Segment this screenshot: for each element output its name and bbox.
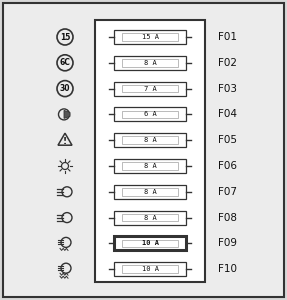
Text: 8 A: 8 A xyxy=(144,189,156,195)
Text: 6C: 6C xyxy=(60,58,70,67)
Bar xyxy=(122,162,178,170)
Text: 10 A: 10 A xyxy=(141,240,158,246)
Bar xyxy=(114,107,186,122)
Text: 8 A: 8 A xyxy=(144,60,156,66)
Text: 8 A: 8 A xyxy=(144,163,156,169)
Bar xyxy=(114,236,186,250)
Bar xyxy=(122,111,178,118)
Bar xyxy=(122,33,178,41)
Text: 8 A: 8 A xyxy=(144,137,156,143)
Bar xyxy=(122,214,178,221)
Text: F06: F06 xyxy=(218,161,237,171)
Text: 10 A: 10 A xyxy=(141,266,158,272)
Bar xyxy=(122,136,178,144)
Circle shape xyxy=(57,29,73,45)
Text: F01: F01 xyxy=(218,32,237,42)
Text: 30: 30 xyxy=(60,84,70,93)
Text: F07: F07 xyxy=(218,187,237,197)
Text: 8 A: 8 A xyxy=(144,214,156,220)
Bar xyxy=(95,20,205,282)
Bar xyxy=(114,185,186,199)
Bar xyxy=(114,30,186,44)
Bar xyxy=(122,59,178,67)
Polygon shape xyxy=(64,110,70,118)
Bar xyxy=(114,262,186,276)
Text: 6 A: 6 A xyxy=(144,111,156,117)
Text: F08: F08 xyxy=(218,213,237,223)
Circle shape xyxy=(57,55,73,71)
Text: 15 A: 15 A xyxy=(141,34,158,40)
Bar xyxy=(114,56,186,70)
Text: F03: F03 xyxy=(218,84,237,94)
Text: 15: 15 xyxy=(60,32,70,41)
Text: F02: F02 xyxy=(218,58,237,68)
Bar xyxy=(122,266,178,273)
Bar xyxy=(114,159,186,173)
Text: 7 A: 7 A xyxy=(144,85,156,91)
Text: F05: F05 xyxy=(218,135,237,145)
Bar xyxy=(114,211,186,225)
Bar xyxy=(114,82,186,96)
Text: F04: F04 xyxy=(218,110,237,119)
Bar xyxy=(122,188,178,196)
Circle shape xyxy=(57,81,73,97)
Bar xyxy=(114,133,186,147)
Bar xyxy=(122,85,178,92)
Bar xyxy=(122,239,178,247)
Text: F10: F10 xyxy=(218,264,237,274)
Text: F09: F09 xyxy=(218,238,237,248)
Text: !: ! xyxy=(63,137,67,146)
